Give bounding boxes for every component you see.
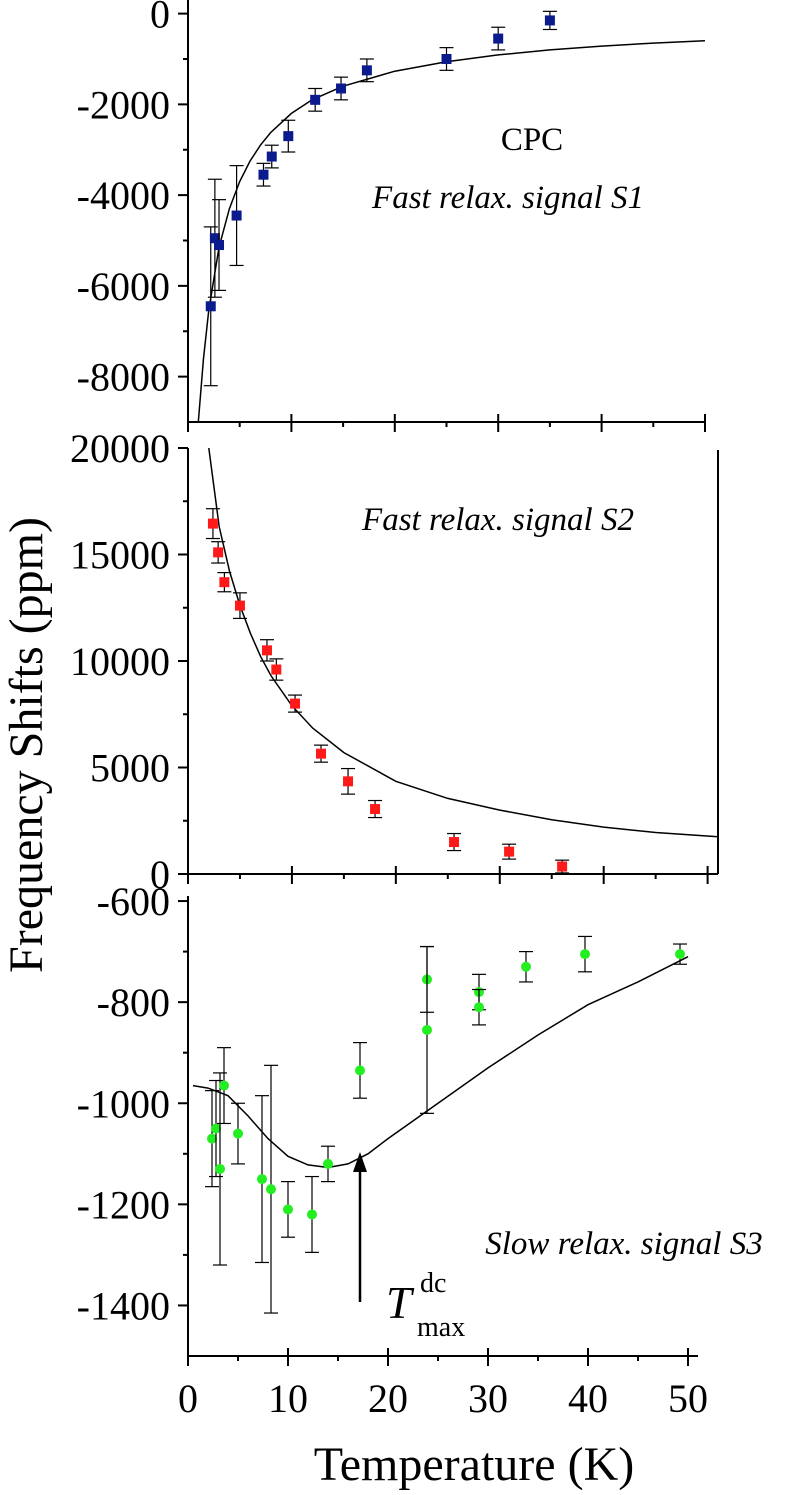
tmax-arrow-head <box>353 1152 367 1172</box>
data-point <box>266 151 277 162</box>
data-point <box>310 94 321 105</box>
data-point <box>271 664 282 675</box>
y-tick-label: 10000 <box>70 639 170 684</box>
signal-annotation: Fast relax. signal S2 <box>361 502 634 538</box>
x-tick-label: 50 <box>668 1376 708 1421</box>
data-point <box>336 83 347 94</box>
data-point <box>504 846 515 857</box>
y-tick-label: -1200 <box>77 1182 170 1227</box>
data-point <box>205 301 216 312</box>
y-tick-label: -600 <box>97 879 170 924</box>
y-tick-label: -1000 <box>77 1081 170 1126</box>
signal-annotation: Fast relax. signal S1 <box>371 180 644 216</box>
data-point <box>316 748 327 759</box>
data-point <box>493 33 504 44</box>
y-tick-label: -8000 <box>77 355 170 400</box>
data-point <box>209 233 220 244</box>
x-tick-label: 20 <box>368 1376 408 1421</box>
data-point <box>211 1123 221 1134</box>
data-point <box>234 600 245 611</box>
x-tick-label: 30 <box>468 1376 508 1421</box>
data-point <box>261 645 272 656</box>
y-tick-label: 15000 <box>70 533 170 578</box>
data-point <box>544 15 555 26</box>
data-point <box>219 1080 229 1091</box>
y-tick-label: -800 <box>97 980 170 1025</box>
data-point <box>283 131 294 142</box>
x-tick-label: 40 <box>568 1376 608 1421</box>
data-point <box>213 547 224 558</box>
data-point <box>580 949 590 960</box>
data-point <box>361 65 372 76</box>
data-point <box>207 518 218 529</box>
data-point <box>283 1204 293 1215</box>
data-point <box>257 1174 267 1185</box>
data-point <box>557 861 568 872</box>
x-tick-label: 10 <box>268 1376 308 1421</box>
data-point <box>449 837 460 848</box>
y-tick-label: -4000 <box>77 173 170 218</box>
panel-top: 0 -2000 -4000 -6000 -8000 CPC Fast relax. sign… <box>77 0 706 432</box>
data-point <box>233 1128 243 1139</box>
data-point <box>441 53 452 64</box>
data-point <box>307 1209 317 1220</box>
y-tick-label: -6000 <box>77 264 170 309</box>
y-tick-label: -1400 <box>77 1283 170 1328</box>
data-point <box>370 804 381 815</box>
panel-middle: 0 5000 10000 15000 20000 Fast relax. signal S… <box>70 426 719 897</box>
y-tick-label: -2000 <box>77 82 170 127</box>
data-point <box>343 776 354 787</box>
y-tick-label: 5000 <box>90 746 170 791</box>
y-tick-label: 0 <box>150 0 170 37</box>
y-axis-title: Frequency Shifts (ppm) <box>0 517 53 973</box>
fit-curve <box>208 447 719 838</box>
data-point <box>355 1065 365 1076</box>
data-point <box>214 240 225 251</box>
y-tick-label: 20000 <box>70 426 170 471</box>
tmax-label-symbol: T <box>386 1277 415 1328</box>
y-tick-label: 0 <box>150 852 170 897</box>
sample-label: CPC <box>501 122 563 158</box>
data-point <box>215 1163 225 1174</box>
data-point <box>266 1184 276 1195</box>
data-point <box>258 169 269 180</box>
data-point <box>521 961 531 972</box>
fit-curve <box>197 40 706 422</box>
signal-annotation: Slow relax. signal S3 <box>485 1226 762 1262</box>
x-axis-title: Temperature (K) <box>314 1438 634 1491</box>
data-point <box>675 949 685 960</box>
data-point <box>474 1002 484 1013</box>
panel-bottom: -600 -800 -1000 -1200 -1400 0 10 20 30 40 50 Slow r… <box>77 879 763 1421</box>
tmax-label-sub: max <box>417 1312 465 1343</box>
data-point <box>422 1024 432 1035</box>
fit-curve <box>192 956 689 1169</box>
data-point <box>219 577 230 588</box>
data-point <box>231 210 242 221</box>
data-point <box>323 1158 333 1169</box>
data-point <box>290 698 301 709</box>
data-point <box>207 1133 217 1144</box>
tmax-label-sup: dc <box>420 1268 446 1299</box>
x-tick-label: 0 <box>178 1376 198 1421</box>
